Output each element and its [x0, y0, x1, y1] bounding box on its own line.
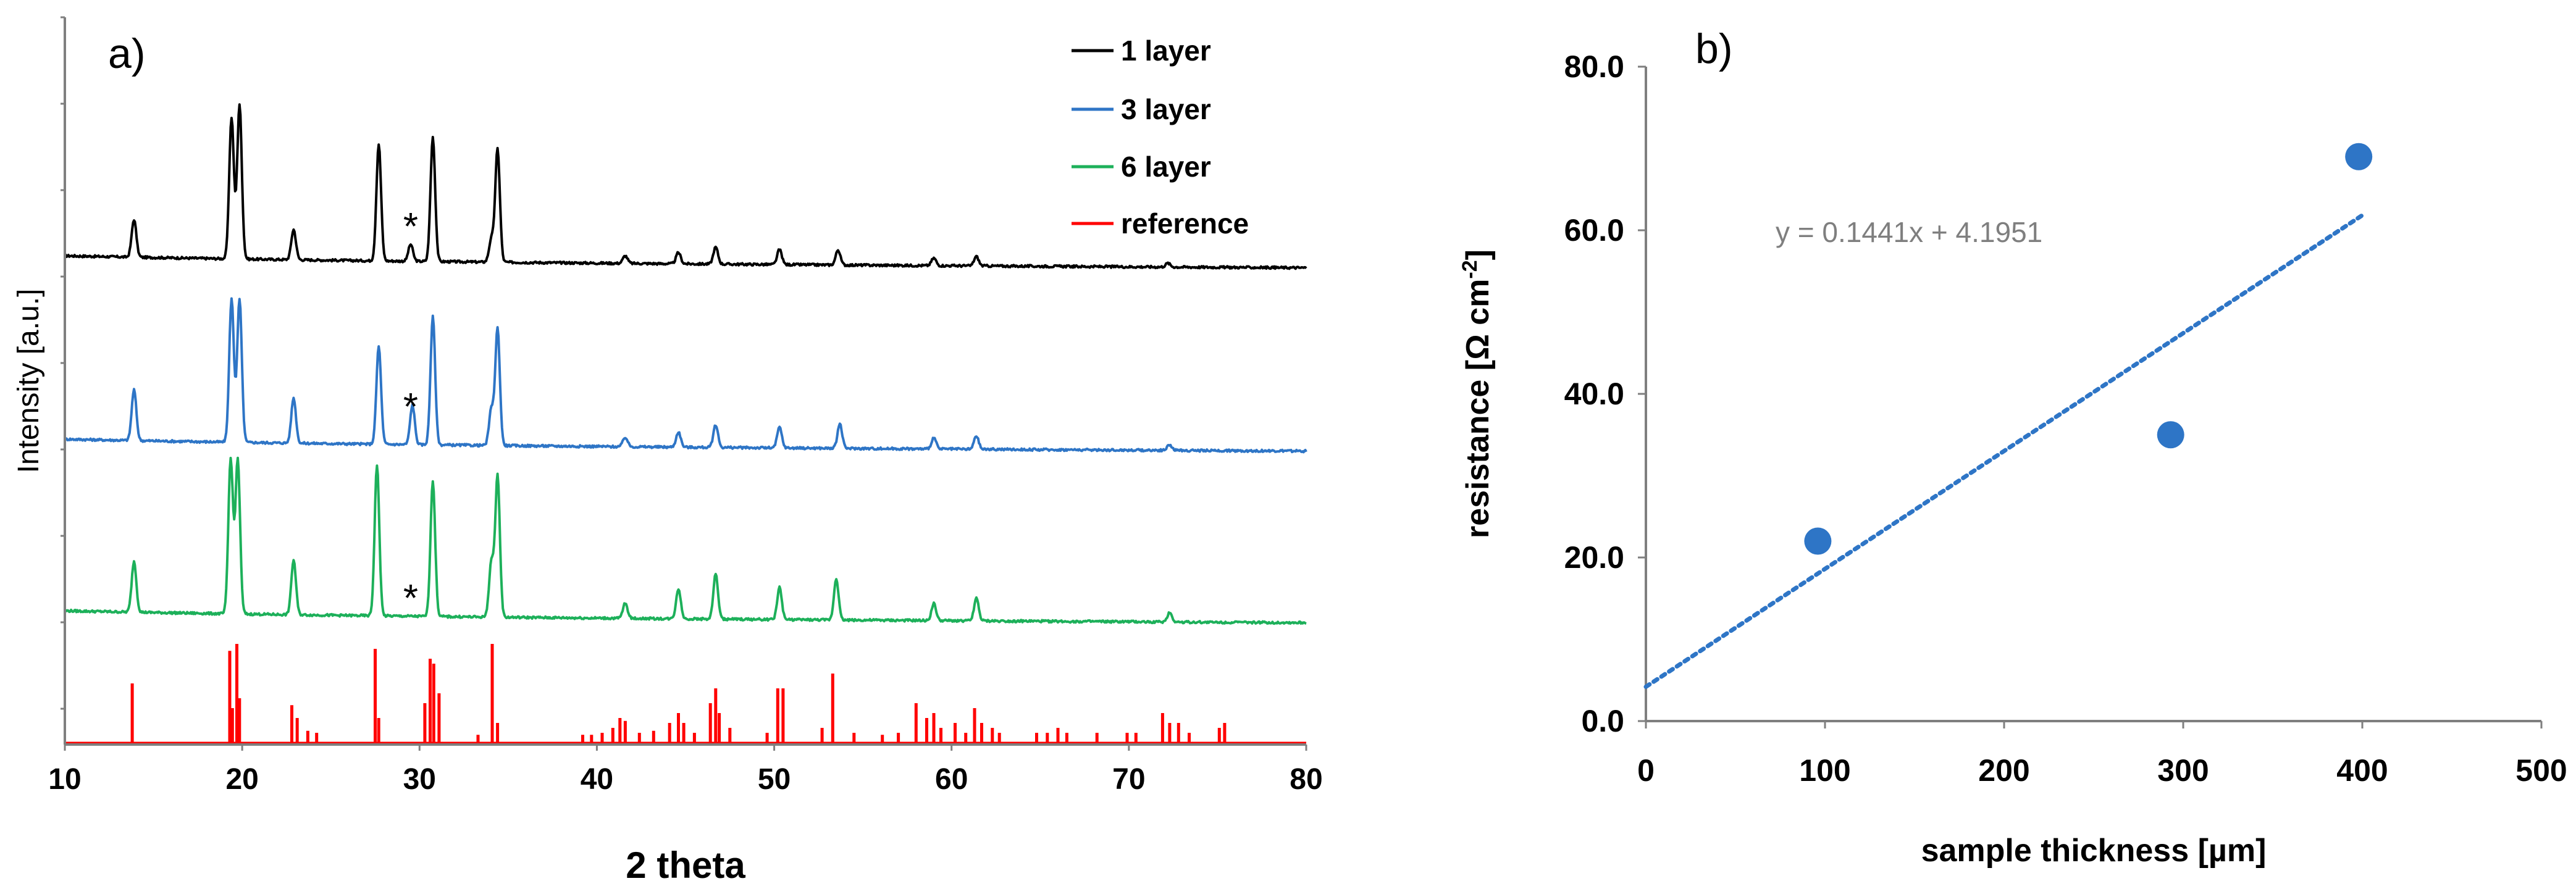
- xrd-x-tick-labels: 10 20 30 40 50 60 70 80: [48, 763, 1322, 796]
- resistance-y-tick-labels: 0.0 20.0 40.0 60.0 80.0: [1564, 49, 1624, 738]
- resistance-x-tick-label: 100: [1799, 753, 1850, 788]
- resistance-ticks: [1638, 65, 2543, 728]
- xrd-legend: 1 layer 3 layer 6 layer reference: [1072, 35, 1249, 240]
- xrd-x-tick-label: 20: [225, 763, 258, 796]
- xrd-x-tick-label: 10: [48, 763, 81, 796]
- series-6-layer: [64, 456, 1307, 625]
- legend-label-6-layer: 6 layer: [1121, 151, 1211, 183]
- xrd-y-axis-title: Intensity [a.u.]: [12, 289, 45, 474]
- impurity-marker: *: [403, 386, 418, 428]
- xrd-x-tick-label: 70: [1112, 763, 1145, 796]
- resistance-x-tick-label: 400: [2336, 753, 2388, 788]
- resistance-x-tick-labels: 0 100 200 300 400 500: [1637, 753, 2567, 788]
- legend-label-reference: reference: [1121, 207, 1249, 240]
- data-points-group: [1804, 143, 2373, 555]
- xrd-panel: a) 10 20 30 40 50 60 70 80 2 theta Inten…: [12, 16, 1323, 886]
- trendline-equation: y = 0.1441x + 4.1951: [1776, 216, 2042, 248]
- xrd-x-tick-label: 40: [581, 763, 613, 796]
- y-title-main: resistance [Ω cm: [1460, 279, 1496, 538]
- y-title-end: ]: [1460, 249, 1496, 260]
- series-3-layer: [64, 297, 1307, 454]
- legend-label-1-layer: 1 layer: [1121, 35, 1211, 67]
- legend-label-3-layer: 3 layer: [1121, 93, 1211, 125]
- resistance-y-tick-label: 60.0: [1564, 213, 1624, 248]
- resistance-x-tick-label: 300: [2157, 753, 2209, 788]
- data-point: [2345, 143, 2373, 170]
- panel-b-label: b): [1695, 25, 1732, 72]
- data-point: [1804, 527, 1832, 555]
- series-1-layer: [64, 103, 1307, 270]
- resistance-y-tick-label: 80.0: [1564, 49, 1624, 84]
- xrd-x-tick-label: 50: [758, 763, 791, 796]
- resistance-x-tick-label: 500: [2515, 753, 2567, 788]
- resistance-y-axis-title: resistance [Ω cm-2]: [1458, 249, 1496, 538]
- data-point: [2157, 421, 2184, 449]
- resistance-y-tick-label: 0.0: [1581, 704, 1624, 738]
- xrd-x-tick-label: 80: [1290, 763, 1322, 796]
- resistance-x-axis-title: sample thickness [µm]: [1921, 833, 2267, 869]
- xrd-series-group: [64, 103, 1307, 744]
- series-reference: [130, 644, 1227, 743]
- xrd-x-tick-label: 60: [935, 763, 968, 796]
- resistance-y-tick-label: 40.0: [1564, 377, 1624, 411]
- resistance-x-tick-label: 0: [1637, 753, 1655, 788]
- resistance-x-tick-label: 200: [1978, 753, 2029, 788]
- xrd-x-tick-label: 30: [403, 763, 436, 796]
- y-title-superscript: -2: [1458, 260, 1482, 278]
- impurity-marker: *: [403, 577, 418, 620]
- xrd-y-ticks: [61, 16, 1307, 751]
- linear-trendline: [1643, 213, 2365, 689]
- panel-a-label: a): [108, 30, 145, 77]
- resistance-panel: b) 0.0 20.0 40.0 60.0 80.0 0 100 200 300…: [1458, 25, 2567, 869]
- xrd-x-axis-title: 2 theta: [626, 845, 745, 886]
- impurity-markers: * * *: [403, 206, 418, 620]
- resistance-y-tick-label: 20.0: [1564, 540, 1624, 575]
- trendline-group: [1643, 213, 2365, 689]
- impurity-marker: *: [403, 206, 418, 248]
